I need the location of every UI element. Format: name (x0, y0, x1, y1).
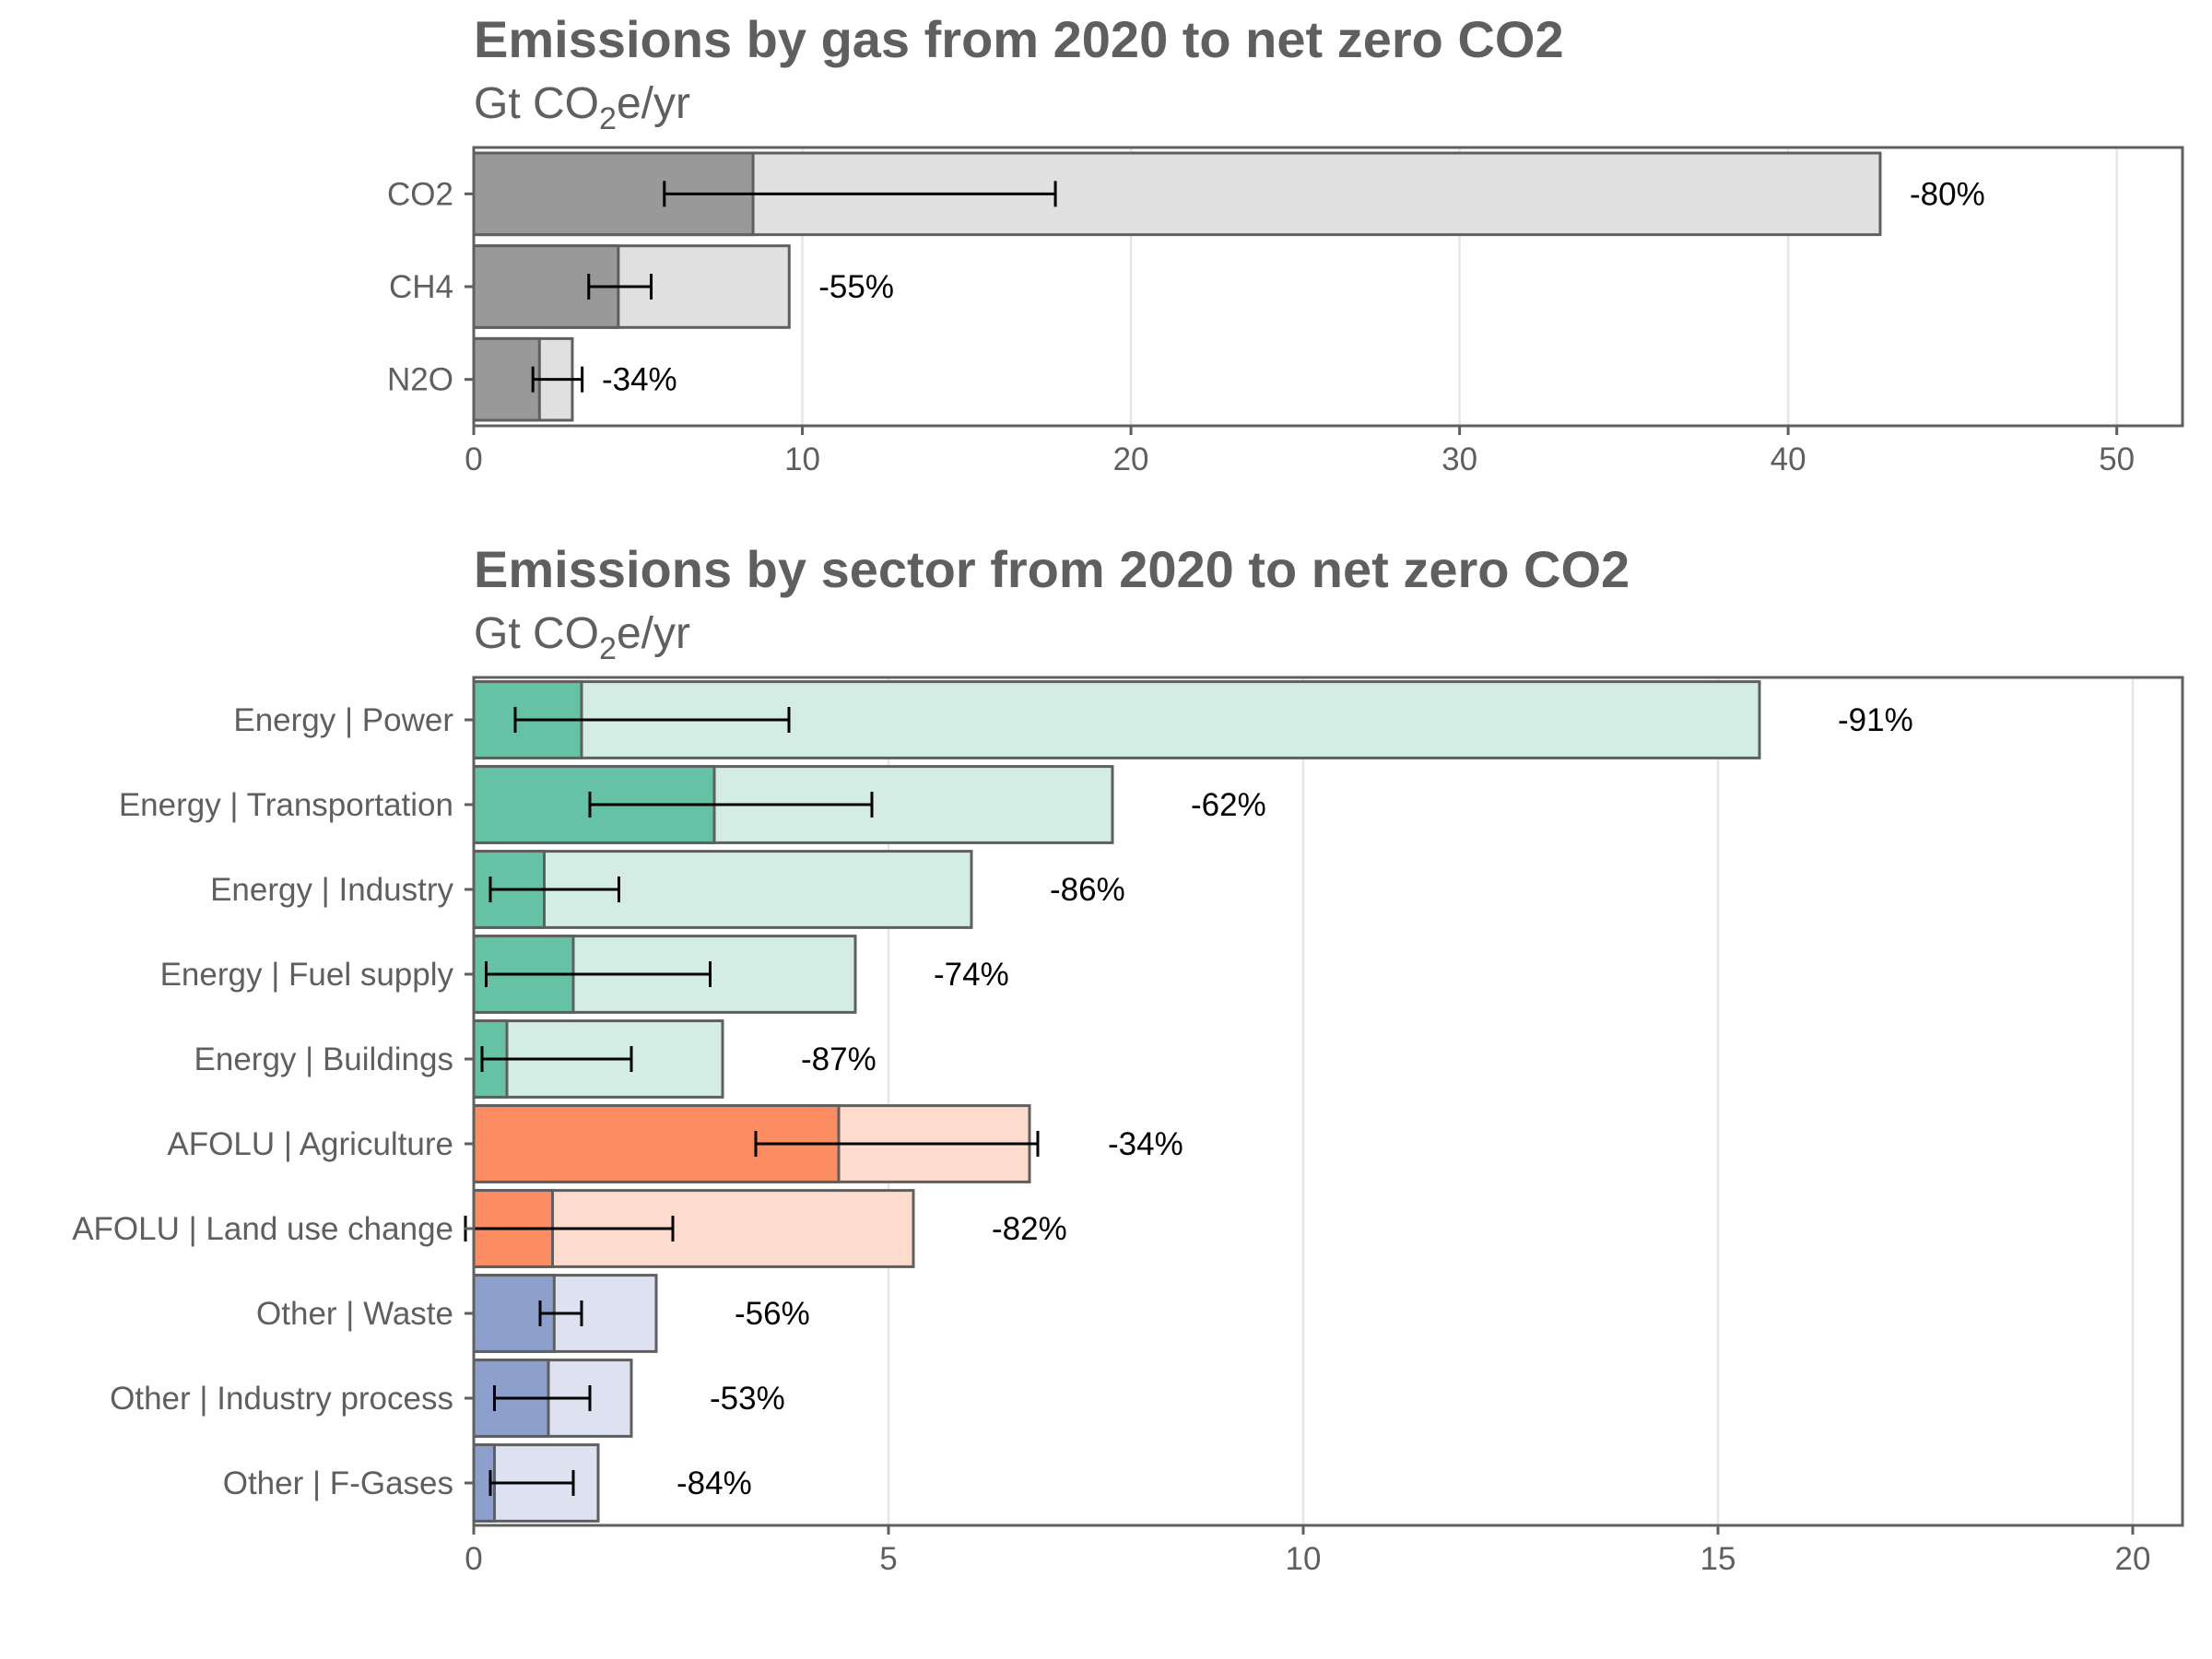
gas-bar-netzero (472, 336, 541, 422)
sector-pct-label: -53% (710, 1381, 785, 1417)
gas-pct-label: -34% (602, 362, 677, 398)
sector-pct-label: -87% (801, 1041, 877, 1077)
sector-ytick-label: Other | Waste (256, 1296, 453, 1332)
sector-ytick-label: Energy | Transportation (119, 787, 453, 823)
sector-pct-label: -34% (1108, 1126, 1183, 1162)
sector-pct-label: -82% (992, 1211, 1067, 1247)
gas-chart-subtitle: Gt CO2e/yr (474, 79, 690, 136)
gas-xtick-label: 30 (1441, 441, 1477, 477)
sector-chart-subtitle: Gt CO2e/yr (474, 609, 690, 666)
sector-chart-title: Emissions by sector from 2020 to net zer… (474, 540, 1630, 598)
sector-ytick-label: Other | Industry process (110, 1381, 453, 1417)
gas-chart-plot: -80% CO2 -55% CH4 -34% N2O 0 10 20 30 40 50 (387, 146, 2184, 477)
gas-xtick-label: 50 (2099, 441, 2135, 477)
sector-ytick-label: AFOLU | Agriculture (167, 1126, 453, 1162)
sector-pct-label: -86% (1050, 872, 1125, 908)
sector-xtick-label: 20 (2115, 1541, 2151, 1577)
gas-ytick-label: CO2 (387, 176, 453, 212)
sector-pct-label: -84% (677, 1465, 752, 1501)
gas-xtick-label: 20 (1113, 441, 1149, 477)
sector-ytick-label: Energy | Fuel supply (160, 957, 454, 993)
sector-chart-plot: -91% Energy | Power -62% Energy | Transport… (72, 676, 2184, 1577)
sector-pct-label: -56% (735, 1296, 810, 1332)
sector-panel-border (472, 676, 2184, 1527)
gas-pct-label: -55% (818, 269, 894, 305)
gas-xtick-label: 40 (1771, 441, 1806, 477)
gas-xtick-label: 0 (465, 441, 482, 477)
sector-xtick-label: 10 (1286, 1541, 1322, 1577)
sector-pct-label: -62% (1191, 787, 1266, 823)
sector-xtick-label: 0 (465, 1541, 482, 1577)
gas-ytick-label: CH4 (389, 269, 453, 305)
sector-ytick-label: AFOLU | Land use change (72, 1211, 453, 1247)
sector-pct-label: -74% (934, 957, 1009, 993)
sector-xtick-label: 15 (1700, 1541, 1736, 1577)
sector-ytick-label: Energy | Buildings (194, 1041, 453, 1077)
sector-ytick-label: Other | F-Gases (223, 1465, 453, 1501)
sector-xtick-label: 5 (879, 1541, 897, 1577)
gas-ytick-label: N2O (387, 362, 453, 398)
gas-xtick-label: 10 (784, 441, 820, 477)
sector-pct-label: -91% (1838, 702, 1913, 738)
sector-ytick-label: Energy | Power (233, 702, 453, 738)
sector-ytick-label: Energy | Industry (210, 872, 453, 908)
gas-panel-border (472, 146, 2184, 428)
gas-pct-label: -80% (1910, 176, 1985, 212)
gas-chart-title: Emissions by gas from 2020 to net zero C… (474, 10, 1564, 68)
